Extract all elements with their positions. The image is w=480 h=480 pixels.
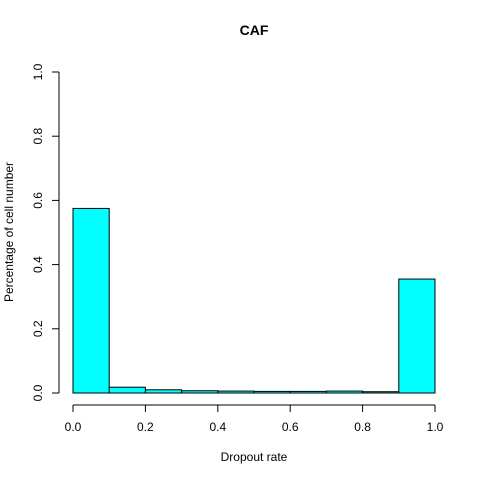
- y-tick-label: 0.2: [31, 320, 45, 337]
- histogram-bar-1: [108, 386, 146, 394]
- x-axis: 0.0 0.2 0.4 0.6 0.8 1.0: [65, 404, 444, 434]
- x-tick-label: 0.0: [65, 420, 82, 434]
- chart-title: CAF: [240, 22, 269, 38]
- x-tick-label: 0.4: [209, 420, 226, 434]
- histogram-bar-4: [217, 390, 255, 394]
- y-tick-label: 1.0: [31, 63, 45, 80]
- y-tick-label: 0.0: [31, 384, 45, 401]
- histogram-bar-5: [253, 390, 291, 394]
- histogram-bar-6: [289, 390, 327, 394]
- y-tick-label: 0.8: [31, 128, 45, 145]
- histogram-bar-8: [362, 391, 400, 394]
- y-tick-label: 0.4: [31, 256, 45, 273]
- x-tick-label: 0.6: [282, 420, 299, 434]
- histogram-bar-9: [398, 278, 436, 394]
- x-tick-label: 1.0: [427, 420, 444, 434]
- histogram-bar-2: [144, 389, 183, 394]
- bars-group: [72, 207, 436, 394]
- x-tick-label: 0.2: [137, 420, 154, 434]
- y-axis-label: Percentage of cell number: [2, 162, 16, 302]
- y-axis: 0.0 0.2 0.4 0.6 0.8 1.0: [31, 63, 60, 401]
- x-tick-label: 0.8: [354, 420, 371, 434]
- x-axis-label: Dropout rate: [221, 450, 288, 464]
- histogram-bar-7: [325, 390, 364, 394]
- histogram-bar-3: [181, 390, 219, 394]
- y-tick-label: 0.6: [31, 192, 45, 209]
- histogram-bar-0: [72, 207, 110, 394]
